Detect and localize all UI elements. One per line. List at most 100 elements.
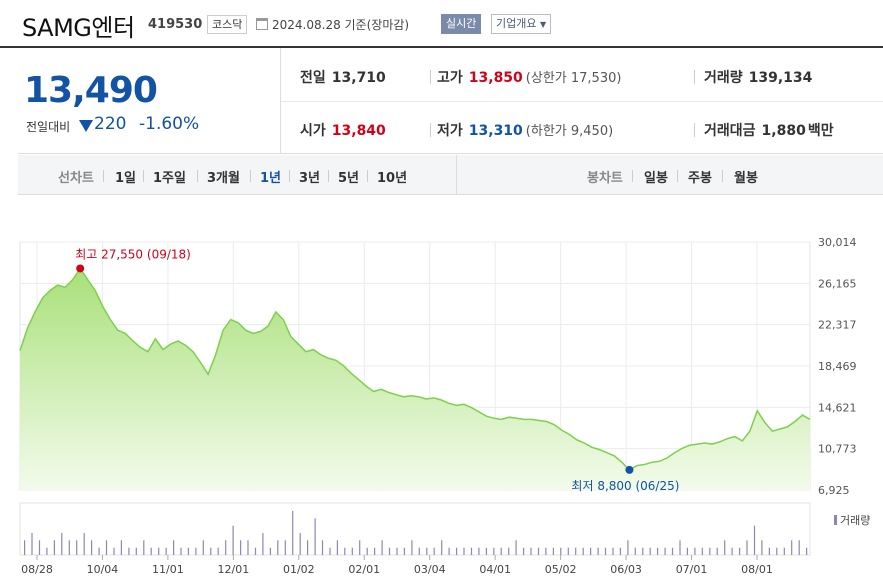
stat-prev-close: 전일 13,710: [300, 67, 386, 87]
volume-bar: [560, 547, 562, 555]
divider: [289, 170, 290, 182]
volume-bar: [53, 540, 55, 555]
stat-value: 13,710: [331, 70, 386, 86]
tab-candle-daily[interactable]: 일봉: [644, 171, 668, 186]
volume-bar: [336, 540, 338, 555]
volume-bar: [768, 547, 770, 555]
divider: [250, 170, 251, 182]
volume-bar: [396, 547, 398, 555]
volume-bar: [456, 547, 458, 555]
volume-bar: [642, 547, 644, 555]
volume-bar: [366, 547, 368, 555]
volume-bar: [567, 547, 569, 555]
stat-value: 13,840: [331, 123, 386, 139]
stat-volume: 거래량 139,134: [704, 67, 812, 87]
volume-bar: [105, 540, 108, 555]
volume-bar: [418, 547, 420, 555]
price-chart[interactable]: 30,014 26,165 22,317 18,469 14,621 10,773 6,92…: [0, 195, 883, 586]
volume-bar: [269, 547, 271, 555]
volume-bar: [202, 540, 204, 555]
volume-bar: [240, 540, 242, 555]
divider: [328, 170, 329, 182]
company-overview-dropdown[interactable]: 기업개요 ▼: [491, 14, 552, 34]
stat-trade-value: 거래대금 1,880 백만: [704, 120, 834, 140]
divider: [143, 170, 144, 182]
x-tick-label: 06/03: [610, 563, 642, 576]
volume-bar: [262, 533, 264, 555]
divider: [197, 170, 198, 182]
volume-bar: [671, 547, 674, 555]
volume-bar: [545, 547, 547, 555]
line-chart-title: 선차트: [58, 171, 94, 186]
y-tick-label: 22,317: [818, 319, 857, 332]
x-tick-label: 02/01: [348, 563, 380, 576]
lower-limit: (하한가 9,450): [525, 124, 614, 139]
volume-bar: [98, 547, 100, 555]
tab-period-5y[interactable]: 5년: [338, 171, 360, 186]
volume-bar: [619, 547, 621, 555]
volume-bar: [150, 547, 152, 555]
volume-bar: [329, 547, 331, 555]
volume-bars: 거래량: [19, 502, 870, 556]
tab-period-10y[interactable]: 10년: [377, 171, 408, 186]
volume-bar: [523, 547, 525, 555]
volume-bar: [485, 547, 487, 555]
volume-bar: [806, 547, 808, 555]
volume-bar: [686, 547, 688, 555]
stat-label: 저가: [437, 123, 463, 139]
tab-candle-monthly[interactable]: 월봉: [734, 171, 758, 186]
price-panel: 13,490 전일대비 220 -1.60% 전일 13,710 고가 13,850…: [18, 48, 883, 154]
tab-candle-weekly[interactable]: 주봉: [688, 171, 712, 186]
header-divider: [0, 46, 883, 48]
tab-period-1w[interactable]: 1주일: [153, 171, 186, 186]
stat-label: 시가: [300, 123, 326, 139]
volume-bar: [173, 540, 175, 555]
tab-period-1d[interactable]: 1일: [115, 171, 137, 186]
tab-period-1y[interactable]: 1년: [260, 171, 282, 186]
stat-label: 거래대금: [704, 123, 756, 139]
volume-bar: [508, 547, 510, 555]
x-axis: 08/28 10/04 11/01 12/01 01/02 02/01 03/04 04/01…: [21, 555, 773, 576]
realtime-button[interactable]: 실시간: [441, 14, 482, 34]
volume-bar: [530, 547, 532, 555]
volume-bar: [783, 547, 785, 555]
divider: [677, 170, 678, 182]
current-price-box: 13,490 전일대비 220 -1.60%: [18, 48, 281, 154]
tab-period-3y[interactable]: 3년: [299, 171, 321, 186]
divider: [722, 170, 723, 182]
volume-bar: [664, 547, 666, 555]
volume-bar: [24, 540, 26, 555]
tab-period-3m[interactable]: 3개월: [207, 171, 240, 186]
volume-bar: [746, 540, 748, 555]
volume-bar: [590, 547, 592, 555]
low-annotation: 최저 8,800 (06/25): [571, 479, 679, 493]
volume-bar: [433, 547, 435, 555]
volume-bar: [426, 547, 428, 555]
volume-bar: [478, 547, 480, 555]
volume-bar: [649, 547, 651, 555]
volume-bar: [83, 533, 85, 555]
volume-bar: [217, 547, 219, 555]
stat-value: 139,134: [748, 70, 813, 86]
y-tick-label: 30,014: [818, 236, 857, 249]
change-rate: -1.60%: [139, 114, 200, 134]
volume-bar: [679, 540, 681, 555]
down-arrow-icon: [79, 120, 93, 132]
volume-bar: [254, 547, 257, 555]
chart-tab-bar: 선차트 1일 1주일 3개월 1년 3년 5년 10년 봉차트 일봉 주봉 월봉: [18, 155, 883, 195]
volume-bar: [113, 547, 115, 555]
volume-bar: [31, 533, 33, 555]
volume-bar: [739, 547, 741, 555]
stat-label: 전일: [300, 70, 326, 86]
y-tick-label: 26,165: [818, 277, 857, 290]
volume-bar: [493, 547, 495, 555]
volume-bar: [463, 547, 465, 555]
current-price: 13,490: [24, 70, 158, 111]
volume-bar: [716, 547, 718, 555]
volume-bar: [597, 547, 599, 555]
stat-label: 거래량: [704, 70, 743, 86]
x-tick-label: 03/04: [414, 563, 446, 576]
volume-bar: [575, 547, 577, 555]
divider: [694, 70, 695, 84]
stat-label: 고가: [437, 70, 463, 86]
